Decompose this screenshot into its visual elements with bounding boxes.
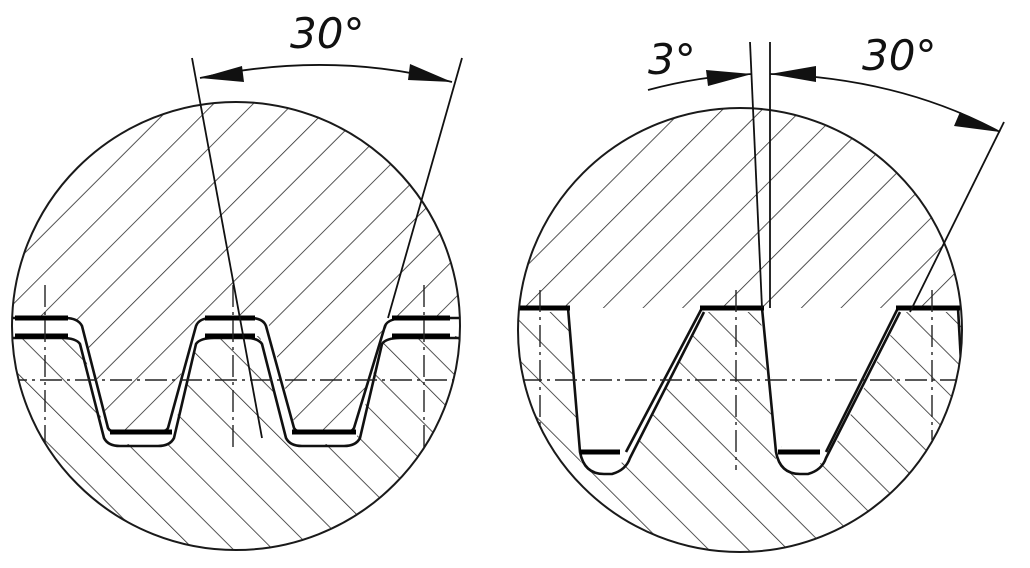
detail-circle xyxy=(11,101,461,551)
angle-label-3: 3° xyxy=(648,35,696,84)
detail-circle xyxy=(517,107,963,553)
angle-dimension-30: 30° xyxy=(191,9,463,439)
angle-label: 30° xyxy=(290,9,364,58)
lower-hatched-region xyxy=(12,336,460,550)
upper-hatched-region xyxy=(12,102,460,430)
buttress-thread-figure: 3° 30° xyxy=(517,31,1005,553)
angle-label-30: 30° xyxy=(862,31,936,80)
angle-dimension-3-and-30: 3° 30° xyxy=(647,31,1005,313)
thread-clearance xyxy=(12,320,460,444)
lower-hatched-region xyxy=(518,312,962,552)
